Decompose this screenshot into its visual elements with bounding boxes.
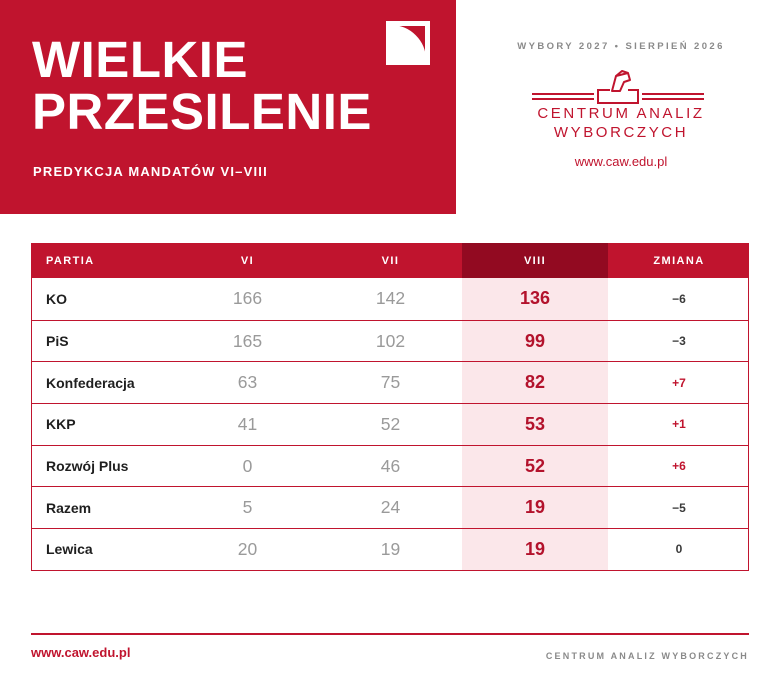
- table-row: Konfederacja 63 75 82 +7: [32, 361, 748, 404]
- viii-cell: 82: [462, 362, 608, 404]
- change-cell: +6: [672, 459, 686, 474]
- change-cell: +7: [672, 375, 686, 390]
- change-cell: 0: [675, 542, 683, 557]
- table-header: PARTIA VI VII VIII ZMIANA: [32, 243, 748, 278]
- page-subtitle: PREDYKCJA MANDATÓW VI–VIII: [33, 164, 268, 179]
- footer-org-name: CENTRUM ANALIZ WYBORCZYCH: [545, 651, 749, 661]
- col-header-party: PARTIA: [46, 254, 95, 267]
- viii-cell: 19: [462, 529, 608, 570]
- viii-cell: 19: [462, 487, 608, 529]
- vii-cell: 52: [380, 413, 401, 434]
- party-cell: KO: [46, 290, 67, 307]
- page-title: WIELKIE PRZESILENIE: [32, 31, 372, 140]
- table-row: Rozwój Plus 0 46 52 +6: [32, 444, 748, 487]
- change-cell: −3: [672, 334, 686, 349]
- table-row: KO 166 142 136 −6: [32, 278, 748, 320]
- table-body: KO 166 142 136 −6 PiS 165 102 99 −3 Konfederacja 63…: [32, 278, 748, 570]
- vi-cell: 5: [242, 497, 253, 518]
- party-cell: KKP: [46, 416, 76, 433]
- table-row: Lewica 20 19 19 0: [32, 528, 748, 570]
- vi-cell: 166: [232, 288, 263, 309]
- viii-cell: 52: [462, 445, 608, 487]
- viii-cell: 99: [462, 320, 608, 362]
- col-header-change: ZMIANA: [653, 254, 705, 267]
- table-row: PiS 165 102 99 −3: [32, 319, 748, 362]
- org-url-link[interactable]: www.caw.edu.pl: [574, 154, 668, 169]
- ballot-box-hand-icon: [532, 70, 704, 104]
- party-cell: Razem: [46, 499, 92, 516]
- party-cell: Lewica: [46, 541, 93, 558]
- table-row: Razem 5 24 19 −5: [32, 486, 748, 529]
- col-header-vii: VII: [381, 254, 400, 267]
- col-header-viii: VIII: [462, 243, 608, 278]
- change-cell: −6: [672, 291, 686, 306]
- change-cell: +1: [672, 417, 686, 432]
- vii-cell: 19: [380, 538, 401, 559]
- vii-cell: 142: [375, 288, 406, 309]
- org-name: CENTRUM ANALIZ WYBORCZYCH: [537, 105, 705, 141]
- seats-table: PARTIA VI VII VIII ZMIANA KO 166 142 136 −6 P…: [31, 243, 749, 571]
- party-cell: Konfederacja: [46, 374, 135, 391]
- vi-cell: 165: [232, 330, 263, 351]
- change-cell: −5: [672, 500, 686, 515]
- vi-cell: 0: [242, 455, 253, 476]
- footer-divider: [31, 633, 749, 635]
- election-kicker: WYBORY 2027 • SIERPIEŃ 2026: [517, 41, 725, 52]
- vi-cell: 41: [237, 413, 258, 434]
- party-cell: Rozwój Plus: [46, 458, 129, 475]
- party-cell: PiS: [46, 333, 69, 350]
- vii-cell: 46: [380, 455, 401, 476]
- hero-banner: WIELKIE PRZESILENIE PREDYKCJA MANDATÓW V…: [0, 0, 456, 214]
- vii-cell: 75: [380, 372, 401, 393]
- vi-cell: 20: [237, 538, 258, 559]
- vii-cell: 24: [380, 497, 401, 518]
- table-row: KKP 41 52 53 +1: [32, 403, 748, 445]
- vii-cell: 102: [375, 330, 406, 351]
- footer-url-link[interactable]: www.caw.edu.pl: [31, 645, 131, 660]
- vi-cell: 63: [237, 372, 258, 393]
- quarter-circle-square-icon: [386, 21, 430, 65]
- viii-cell: 136: [462, 278, 608, 320]
- col-header-vi: VI: [240, 254, 255, 267]
- viii-cell: 53: [462, 404, 608, 445]
